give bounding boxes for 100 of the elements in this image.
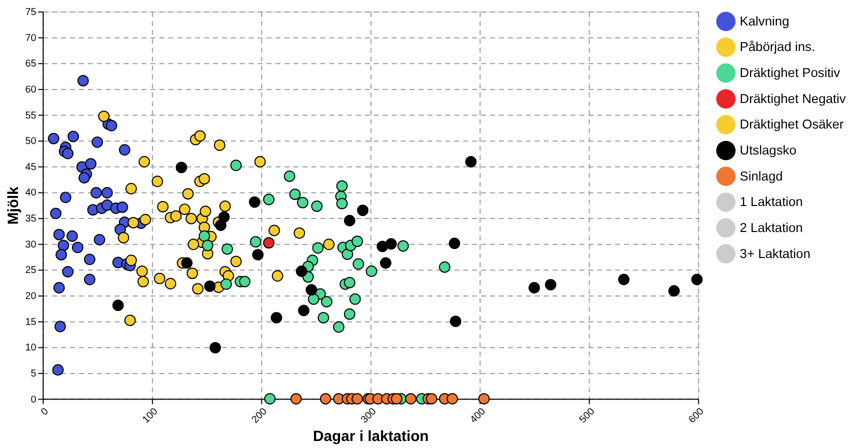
point: [349, 293, 361, 305]
point: [112, 300, 124, 312]
point: [176, 162, 188, 174]
point: [138, 156, 150, 168]
legend-label: Utslagsko: [740, 142, 796, 158]
point: [192, 283, 204, 294]
point: [58, 240, 70, 252]
point: [320, 296, 332, 308]
point: [528, 282, 540, 294]
point: [230, 160, 242, 172]
point: [210, 342, 221, 354]
point: [62, 148, 74, 160]
legend-label: Påbörjad ins.: [740, 39, 816, 54]
point: [48, 132, 60, 144]
point: [194, 130, 206, 142]
point: [248, 196, 260, 208]
point: [250, 236, 262, 248]
point: [170, 210, 182, 222]
point: [318, 312, 330, 324]
legend-label: 3+ Laktation: [740, 246, 810, 261]
point: [298, 304, 310, 316]
point: [62, 266, 74, 278]
point: [106, 120, 118, 132]
point: [198, 230, 210, 242]
point: [284, 170, 296, 182]
point: [137, 276, 149, 288]
point: [214, 140, 226, 151]
x-tick-label: 300: [359, 406, 379, 426]
point: [98, 110, 110, 122]
point: [544, 278, 556, 290]
x-tick-label: 500: [578, 406, 598, 426]
point: [178, 204, 190, 215]
point: [54, 320, 66, 332]
point: [118, 144, 130, 156]
point: [198, 173, 210, 185]
y-tick-label: 20: [25, 290, 37, 302]
point: [450, 316, 462, 328]
point: [296, 196, 308, 208]
point: [263, 194, 275, 206]
point: [53, 282, 65, 294]
y-tick-label: 40: [25, 188, 37, 199]
point: [186, 268, 198, 279]
point: [336, 180, 348, 192]
point: [60, 192, 72, 204]
point: [50, 208, 62, 220]
legend-label: 1 Laktation: [740, 194, 803, 210]
point: [352, 258, 364, 270]
y-tick-label: 45: [25, 162, 37, 173]
point: [202, 240, 214, 252]
point: [254, 156, 266, 168]
point: [78, 172, 90, 184]
point: [272, 270, 284, 282]
point: [264, 393, 276, 404]
point: [188, 238, 200, 250]
point: [230, 256, 242, 268]
point: [85, 158, 96, 170]
point: [306, 284, 318, 296]
point: [215, 220, 226, 231]
point: [320, 393, 332, 404]
point: [52, 364, 64, 376]
point: [200, 206, 212, 218]
x-tick-label: 0: [39, 406, 52, 418]
point: [344, 214, 356, 226]
point: [691, 274, 703, 286]
point: [294, 227, 306, 239]
point: [125, 254, 137, 266]
y-axis-title: Mjölk: [6, 186, 22, 225]
point: [448, 238, 460, 250]
point: [204, 280, 216, 292]
point: [290, 393, 302, 404]
point: [140, 214, 152, 226]
point: [56, 249, 67, 260]
point: [668, 285, 680, 297]
x-tick-label: 400: [468, 406, 488, 426]
y-tick-label: 50: [25, 136, 37, 148]
y-tick-label: 5: [30, 368, 37, 380]
x-tick-label: 600: [686, 406, 707, 426]
point: [308, 293, 320, 305]
point: [446, 393, 458, 404]
y-tick-label: 65: [25, 58, 37, 70]
point: [94, 234, 106, 246]
y-tick-label: 70: [25, 32, 37, 44]
legend-label: Dräktighet Positiv: [740, 65, 841, 80]
point: [92, 136, 104, 148]
point: [438, 261, 450, 273]
point: [77, 75, 89, 86]
point: [342, 248, 354, 260]
point: [116, 202, 128, 213]
point: [219, 200, 231, 212]
point: [268, 224, 280, 236]
point: [124, 314, 136, 326]
point: [352, 393, 363, 404]
point: [618, 274, 630, 286]
legend-label: Sinlagd: [740, 168, 783, 184]
point: [366, 266, 378, 277]
y-tick-label: 25: [25, 265, 37, 276]
point: [222, 243, 234, 255]
point: [336, 198, 348, 210]
legend-label: Dräktighet Osäker: [740, 116, 844, 132]
point: [68, 130, 79, 142]
